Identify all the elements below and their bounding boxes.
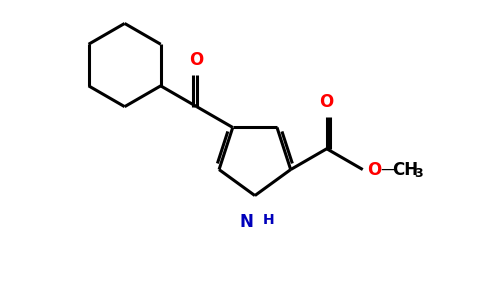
Text: CH: CH xyxy=(393,160,419,178)
Text: O: O xyxy=(190,51,204,69)
Text: O: O xyxy=(319,93,334,111)
Text: 3: 3 xyxy=(414,167,423,180)
Text: —: — xyxy=(380,162,396,177)
Text: H: H xyxy=(263,213,274,227)
Text: N: N xyxy=(239,213,253,231)
Text: O: O xyxy=(367,160,381,178)
